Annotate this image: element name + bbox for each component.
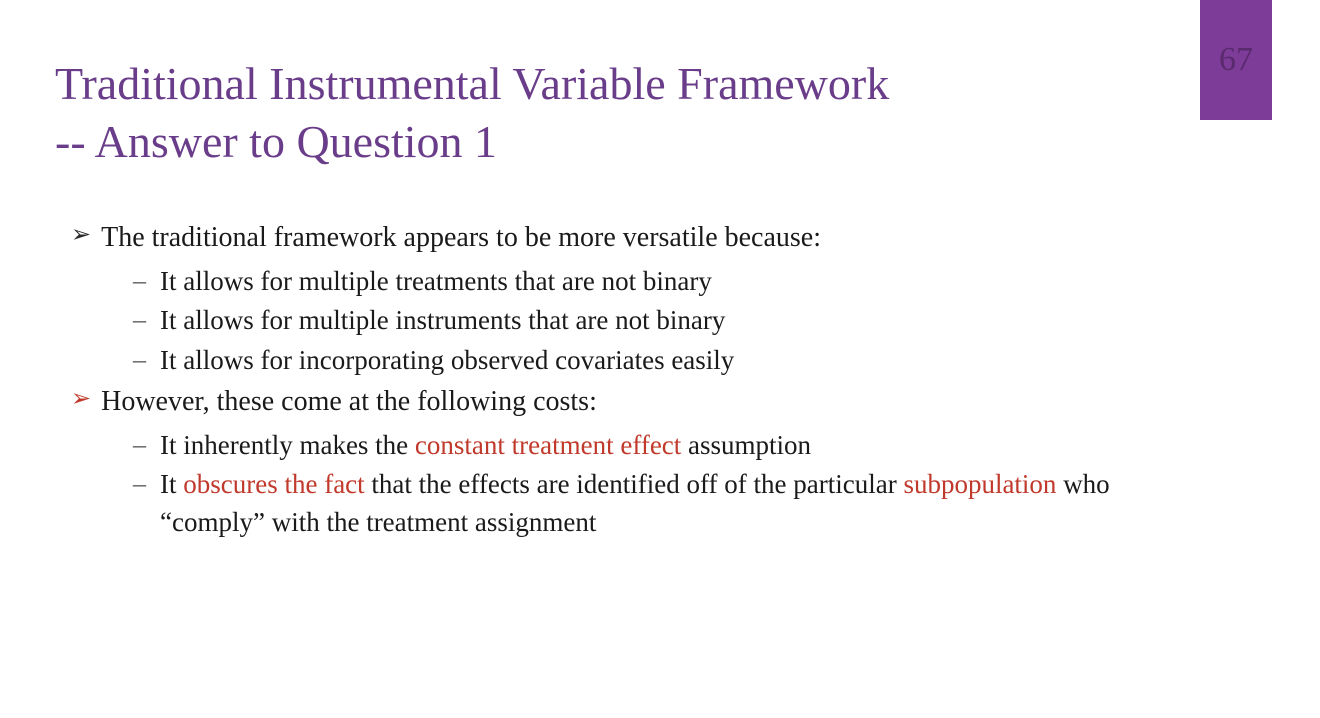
bullet-1-sub-1: – It allows for multiple treatments that… (133, 263, 1265, 301)
text-fragment: that the effects are identified off of t… (365, 469, 904, 499)
bullet-1-sub-2-text: It allows for multiple instruments that … (160, 302, 725, 340)
bullet-1-sub-3: – It allows for incorporating observed c… (133, 342, 1265, 380)
text-fragment: It inherently makes the (160, 430, 415, 460)
text-fragment: assumption (681, 430, 811, 460)
bullet-2-sub-1-text: It inherently makes the constant treatme… (160, 427, 811, 465)
text-fragment: It (160, 469, 183, 499)
bullet-1-sub-2: – It allows for multiple instruments tha… (133, 302, 1265, 340)
title-line-2: -- Answer to Question 1 (55, 116, 497, 167)
arrow-icon: ➢ (71, 218, 91, 253)
highlighted-text: obscures the fact (183, 469, 364, 499)
slide-number: 67 (1219, 41, 1253, 79)
dash-icon: – (133, 342, 146, 378)
title-line-1: Traditional Instrumental Variable Framew… (55, 58, 889, 109)
bullet-2-sub-1: – It inherently makes the constant treat… (133, 427, 1265, 465)
dash-icon: – (133, 263, 146, 299)
bullet-2-sub-2: – It obscures the fact that the effects … (133, 466, 1265, 542)
bullet-2: ➢ However, these come at the following c… (71, 382, 1265, 423)
slide-content: ➢ The traditional framework appears to b… (55, 218, 1265, 542)
bullet-1-sub-3-text: It allows for incorporating observed cov… (160, 342, 734, 380)
slide-container: Traditional Instrumental Variable Framew… (0, 0, 1320, 542)
bullet-1-text: The traditional framework appears to be … (101, 218, 821, 259)
dash-icon: – (133, 466, 146, 502)
bullet-2-sub-2-text: It obscures the fact that the effects ar… (160, 466, 1120, 542)
arrow-icon: ➢ (71, 382, 91, 417)
bullet-1-sub-1-text: It allows for multiple treatments that a… (160, 263, 712, 301)
slide-title: Traditional Instrumental Variable Framew… (55, 55, 1265, 170)
bullet-1: ➢ The traditional framework appears to b… (71, 218, 1265, 259)
bullet-2-text: However, these come at the following cos… (101, 382, 597, 423)
highlighted-text: subpopulation (903, 469, 1056, 499)
slide-number-badge: 67 (1200, 0, 1272, 120)
dash-icon: – (133, 427, 146, 463)
dash-icon: – (133, 302, 146, 338)
highlighted-text: constant treatment effect (415, 430, 681, 460)
